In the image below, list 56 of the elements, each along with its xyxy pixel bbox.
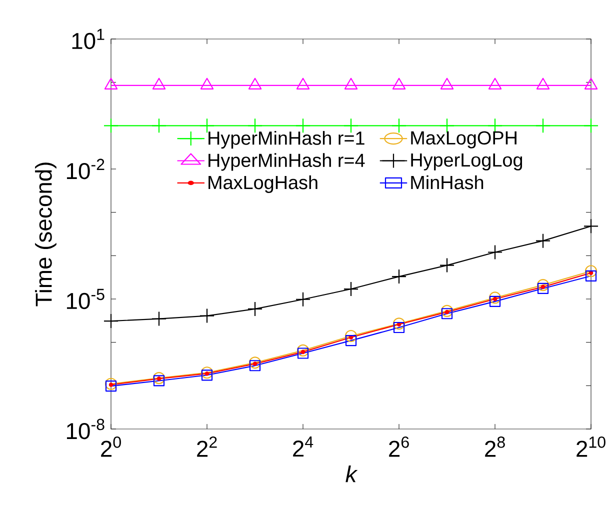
point (153, 375, 165, 386)
legend-label: MinHash (411, 175, 484, 190)
legend-label: HyperLogLog (411, 153, 522, 170)
point (391, 118, 407, 134)
point (247, 301, 263, 316)
x-axis-title: k (346, 466, 358, 482)
x-tick-label: 2$^{10}$ (576, 436, 606, 457)
point (489, 296, 501, 307)
point (392, 318, 406, 330)
y-tick-label: 10$^{-2}$ (66, 158, 104, 180)
x-tick-label: 2$^{4}$ (293, 436, 314, 457)
y-axis-title: Time (second) (35, 162, 56, 306)
point (440, 304, 454, 318)
point (583, 218, 599, 234)
point (295, 292, 311, 307)
y-tick-label: 10$^{1}$ (72, 28, 104, 50)
x-tick-label: 2$^{2}$ (197, 436, 217, 457)
point (297, 348, 309, 359)
point (487, 244, 503, 260)
point (105, 380, 117, 392)
x-tick-label: 2$^{0}$ (101, 436, 121, 457)
point (103, 313, 119, 329)
point (103, 118, 119, 134)
legend-label: HyperMinHash r=1 (208, 130, 364, 149)
point (393, 322, 405, 334)
point (248, 356, 262, 369)
point (199, 308, 215, 324)
point (296, 344, 310, 356)
point (104, 378, 118, 390)
point (343, 281, 359, 297)
x-tick-label: 2$^{6}$ (389, 436, 409, 457)
point (535, 233, 551, 248)
point (249, 360, 261, 372)
point (584, 265, 598, 278)
legend-label: MaxLogHash (208, 175, 318, 193)
legend-label: MaxLogOPH (411, 131, 516, 148)
point (441, 308, 453, 320)
point (439, 258, 455, 273)
point (201, 370, 213, 381)
point (344, 330, 358, 342)
y-tick-label: 10$^{-8}$ (66, 418, 104, 440)
point (151, 311, 167, 326)
point (585, 270, 597, 282)
y-tick-label: 10$^{-5}$ (66, 288, 104, 310)
point (537, 282, 549, 294)
point (535, 118, 551, 134)
point (345, 334, 357, 346)
point (536, 278, 550, 292)
point (152, 372, 166, 384)
point (488, 292, 502, 304)
point (151, 118, 167, 134)
legend-label: HyperMinHash r=4 (208, 153, 365, 171)
point (391, 268, 407, 284)
x-tick-label: 2$^{8}$ (485, 436, 505, 457)
point (200, 366, 214, 379)
point (583, 118, 599, 134)
